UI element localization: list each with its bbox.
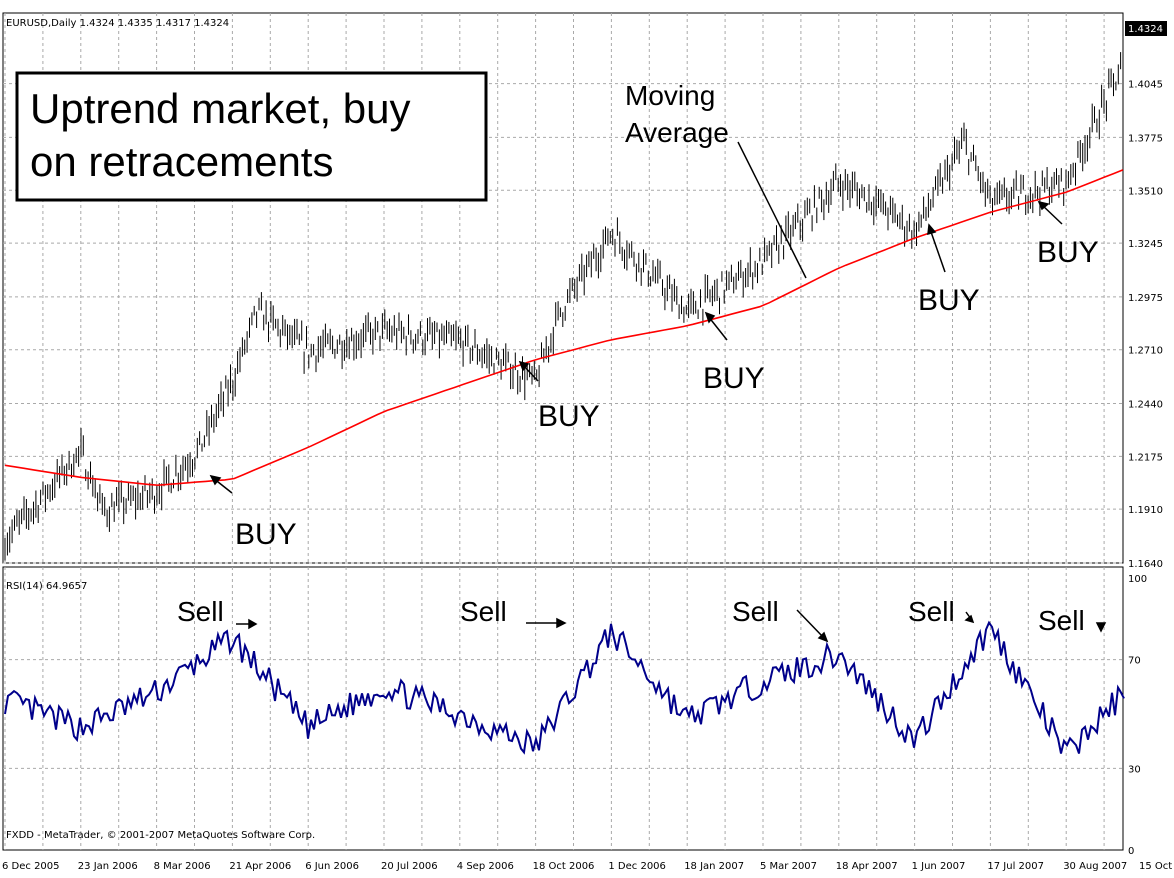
date-tick-label: 1 Dec 2006 (608, 861, 666, 872)
price-tick-label: 1.2710 (1128, 346, 1163, 357)
date-tick-label: 18 Jan 2007 (684, 861, 744, 872)
price-axis: 1.4045 1.3775 1.3510 1.3245 1.2975 1.2710 1.24… (1128, 80, 1163, 570)
rsi-line (4, 620, 1125, 755)
ma-label-line-1: Moving (625, 80, 715, 111)
price-tick-label: 1.4045 (1128, 80, 1163, 91)
price-bars (4, 52, 1122, 561)
price-tick-label: 1.3245 (1128, 239, 1163, 250)
price-tick-label: 1.3510 (1128, 186, 1163, 197)
headline-box (15, 71, 488, 202)
sell-label-4: Sell (908, 596, 955, 627)
buy-label-1: BUY (235, 518, 297, 551)
price-tick-label: 1.2440 (1128, 400, 1163, 411)
sell-label-5: Sell (1038, 605, 1085, 636)
moving-average-line (4, 169, 1124, 487)
date-tick-label: 6 Dec 2005 (2, 861, 60, 872)
price-tick-label: 1.1910 (1128, 505, 1163, 516)
sell-label-1: Sell (177, 596, 224, 627)
date-tick-label: 20 Jul 2006 (381, 861, 438, 872)
date-axis: 6 Dec 2005 23 Jan 2006 8 Mar 2006 21 Apr 20… (2, 861, 1174, 872)
date-tick-label: 6 Jun 2006 (305, 861, 359, 872)
buy-label-5: BUY (1037, 236, 1099, 269)
date-tick-label: 17 Jul 2007 (987, 861, 1044, 872)
date-tick-label: 18 Apr 2007 (836, 861, 898, 872)
sell-label-3: Sell (732, 596, 779, 627)
ma-label-arrow (737, 141, 807, 279)
price-tick-label: 1.2975 (1128, 293, 1163, 304)
footer-copyright: FXDD - MetaTrader, © 2001-2007 MetaQuote… (6, 830, 315, 841)
rsi-axis: 100 70 30 0 (1128, 574, 1147, 857)
buy-label-3: BUY (703, 362, 765, 395)
date-tick-label: 18 Oct 2006 (533, 861, 595, 872)
rsi-tick-label: 70 (1128, 656, 1141, 667)
date-tick-label: 4 Sep 2006 (457, 861, 514, 872)
rsi-tick-label: 100 (1128, 574, 1147, 585)
buy-arrows (209, 200, 1063, 494)
headline-line-2: on retracements (30, 138, 333, 185)
price-tick-label: 1.3775 (1128, 133, 1163, 144)
date-tick-label: 15 Oct 2007 (1139, 861, 1174, 872)
ma-label-line-2: Average (625, 117, 729, 148)
sell-label-2: Sell (460, 596, 507, 627)
date-tick-label: 21 Apr 2006 (229, 861, 291, 872)
buy-label-4: BUY (918, 284, 980, 317)
date-tick-label: 30 Aug 2007 (1063, 861, 1127, 872)
price-title: EURUSD,Daily 1.4324 1.4335 1.4317 1.4324 (6, 18, 229, 29)
sell-arrows (236, 609, 1107, 643)
rsi-title: RSI(14) 64.9657 (6, 581, 87, 592)
price-tick-label: 1.2175 (1128, 452, 1163, 463)
date-tick-label: 1 Jun 2007 (912, 861, 966, 872)
date-tick-label: 5 Mar 2007 (760, 861, 817, 872)
rsi-tick-label: 0 (1128, 846, 1134, 857)
rsi-tick-label: 30 (1128, 764, 1141, 775)
price-tick-label: 1.1640 (1128, 559, 1163, 570)
current-price-box (1125, 21, 1167, 36)
buy-label-2: BUY (538, 400, 600, 433)
rsi-panel (2, 566, 1124, 851)
headline-line-1: Uptrend market, buy (30, 85, 411, 132)
date-tick-label: 8 Mar 2006 (154, 861, 211, 872)
date-tick-label: 23 Jan 2006 (78, 861, 138, 872)
current-price-label: 1.4324 (1128, 24, 1163, 35)
